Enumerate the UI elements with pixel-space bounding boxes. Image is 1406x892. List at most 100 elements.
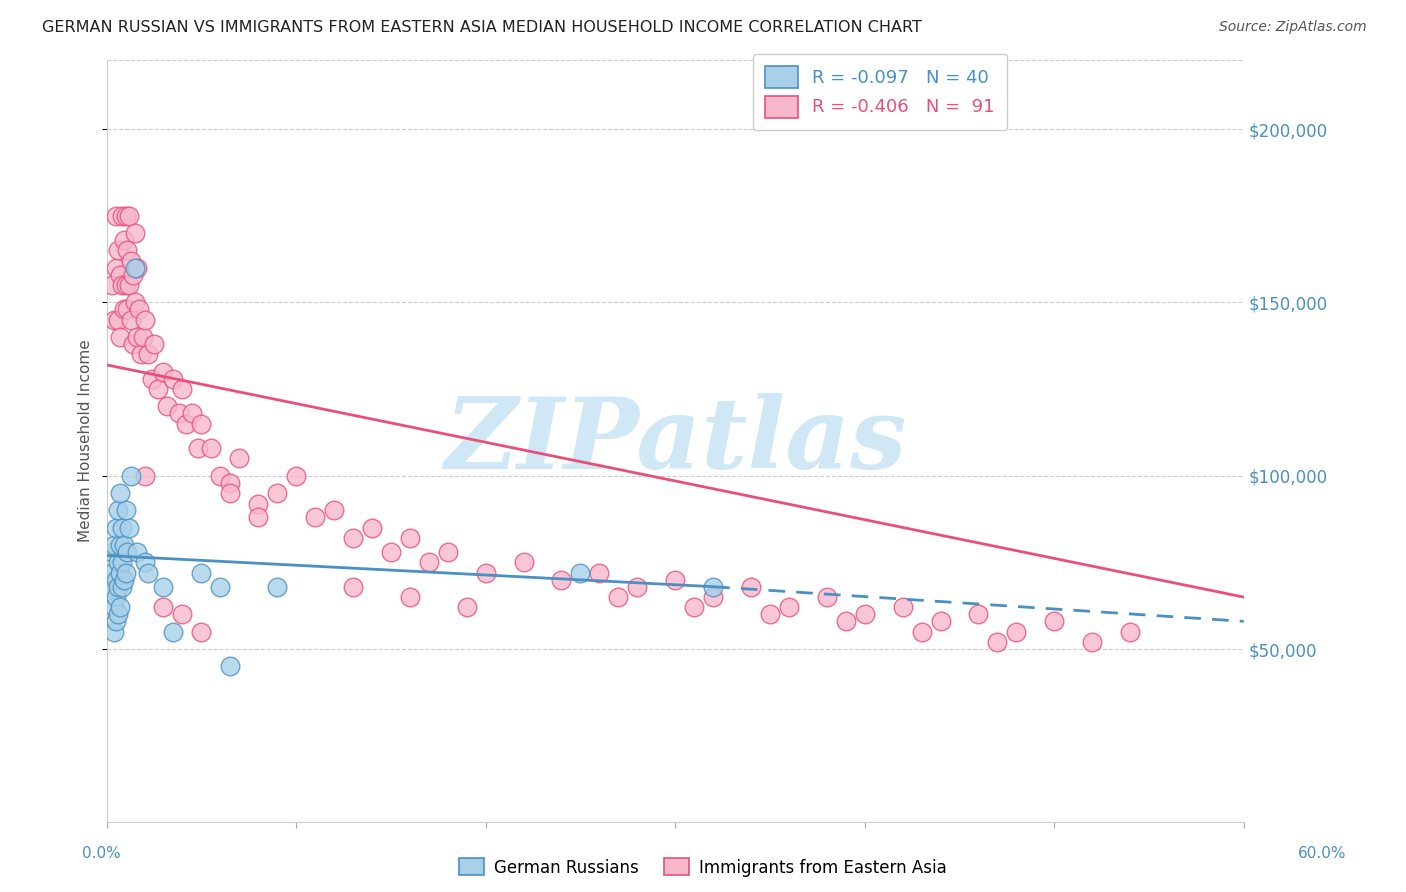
Point bbox=[108, 600, 131, 615]
Point bbox=[114, 278, 136, 293]
Point bbox=[815, 590, 838, 604]
Point bbox=[910, 624, 932, 639]
Point bbox=[103, 624, 125, 639]
Point bbox=[131, 330, 153, 344]
Point bbox=[101, 545, 124, 559]
Point bbox=[107, 503, 129, 517]
Point bbox=[152, 580, 174, 594]
Point bbox=[112, 233, 135, 247]
Point bbox=[108, 538, 131, 552]
Point bbox=[129, 347, 152, 361]
Point bbox=[136, 566, 159, 580]
Point bbox=[118, 278, 141, 293]
Point bbox=[1043, 615, 1066, 629]
Point bbox=[103, 538, 125, 552]
Point bbox=[218, 486, 240, 500]
Y-axis label: Median Household Income: Median Household Income bbox=[79, 340, 93, 542]
Point bbox=[172, 382, 194, 396]
Point bbox=[853, 607, 876, 622]
Point bbox=[107, 607, 129, 622]
Point bbox=[174, 417, 197, 431]
Point bbox=[108, 330, 131, 344]
Point bbox=[125, 330, 148, 344]
Point bbox=[105, 615, 128, 629]
Point bbox=[117, 244, 139, 258]
Point bbox=[361, 521, 384, 535]
Point bbox=[172, 607, 194, 622]
Legend: German Russians, Immigrants from Eastern Asia: German Russians, Immigrants from Eastern… bbox=[460, 858, 946, 877]
Point bbox=[967, 607, 990, 622]
Point bbox=[588, 566, 610, 580]
Point bbox=[162, 372, 184, 386]
Point bbox=[323, 503, 346, 517]
Point bbox=[162, 624, 184, 639]
Point bbox=[342, 531, 364, 545]
Point bbox=[702, 590, 724, 604]
Point bbox=[304, 510, 326, 524]
Point bbox=[117, 545, 139, 559]
Point bbox=[218, 475, 240, 490]
Point bbox=[156, 400, 179, 414]
Point bbox=[1119, 624, 1142, 639]
Point bbox=[134, 468, 156, 483]
Point bbox=[125, 260, 148, 275]
Point bbox=[167, 406, 190, 420]
Point bbox=[107, 580, 129, 594]
Point bbox=[105, 573, 128, 587]
Point bbox=[124, 295, 146, 310]
Point bbox=[187, 441, 209, 455]
Point bbox=[180, 406, 202, 420]
Point bbox=[456, 600, 478, 615]
Point bbox=[146, 382, 169, 396]
Point bbox=[218, 659, 240, 673]
Point bbox=[122, 268, 145, 282]
Point bbox=[436, 545, 458, 559]
Point bbox=[141, 372, 163, 386]
Point bbox=[128, 302, 150, 317]
Point bbox=[835, 615, 858, 629]
Point bbox=[380, 545, 402, 559]
Point bbox=[101, 278, 124, 293]
Point bbox=[759, 607, 782, 622]
Point bbox=[112, 302, 135, 317]
Text: 0.0%: 0.0% bbox=[82, 847, 121, 861]
Point bbox=[607, 590, 630, 604]
Point bbox=[114, 503, 136, 517]
Point bbox=[118, 209, 141, 223]
Point bbox=[124, 260, 146, 275]
Point bbox=[891, 600, 914, 615]
Point bbox=[125, 545, 148, 559]
Point bbox=[108, 268, 131, 282]
Point bbox=[550, 573, 572, 587]
Point bbox=[209, 468, 232, 483]
Legend: R = -0.097   N = 40, R = -0.406   N =  91: R = -0.097 N = 40, R = -0.406 N = 91 bbox=[752, 54, 1007, 130]
Point bbox=[120, 468, 142, 483]
Point bbox=[120, 253, 142, 268]
Point bbox=[1081, 635, 1104, 649]
Point bbox=[569, 566, 592, 580]
Point bbox=[136, 347, 159, 361]
Point bbox=[117, 302, 139, 317]
Point bbox=[107, 556, 129, 570]
Point bbox=[108, 566, 131, 580]
Point bbox=[107, 313, 129, 327]
Point bbox=[986, 635, 1008, 649]
Point bbox=[190, 624, 212, 639]
Point bbox=[285, 468, 308, 483]
Point bbox=[111, 580, 134, 594]
Point bbox=[418, 556, 440, 570]
Point bbox=[778, 600, 800, 615]
Point bbox=[209, 580, 232, 594]
Point bbox=[105, 521, 128, 535]
Point bbox=[398, 531, 420, 545]
Point bbox=[626, 580, 648, 594]
Point bbox=[929, 615, 952, 629]
Point bbox=[190, 566, 212, 580]
Text: ZIPatlas: ZIPatlas bbox=[444, 392, 907, 490]
Point bbox=[105, 209, 128, 223]
Point bbox=[124, 226, 146, 240]
Point bbox=[247, 510, 270, 524]
Point bbox=[512, 556, 534, 570]
Text: GERMAN RUSSIAN VS IMMIGRANTS FROM EASTERN ASIA MEDIAN HOUSEHOLD INCOME CORRELATI: GERMAN RUSSIAN VS IMMIGRANTS FROM EASTER… bbox=[42, 20, 922, 35]
Point bbox=[740, 580, 762, 594]
